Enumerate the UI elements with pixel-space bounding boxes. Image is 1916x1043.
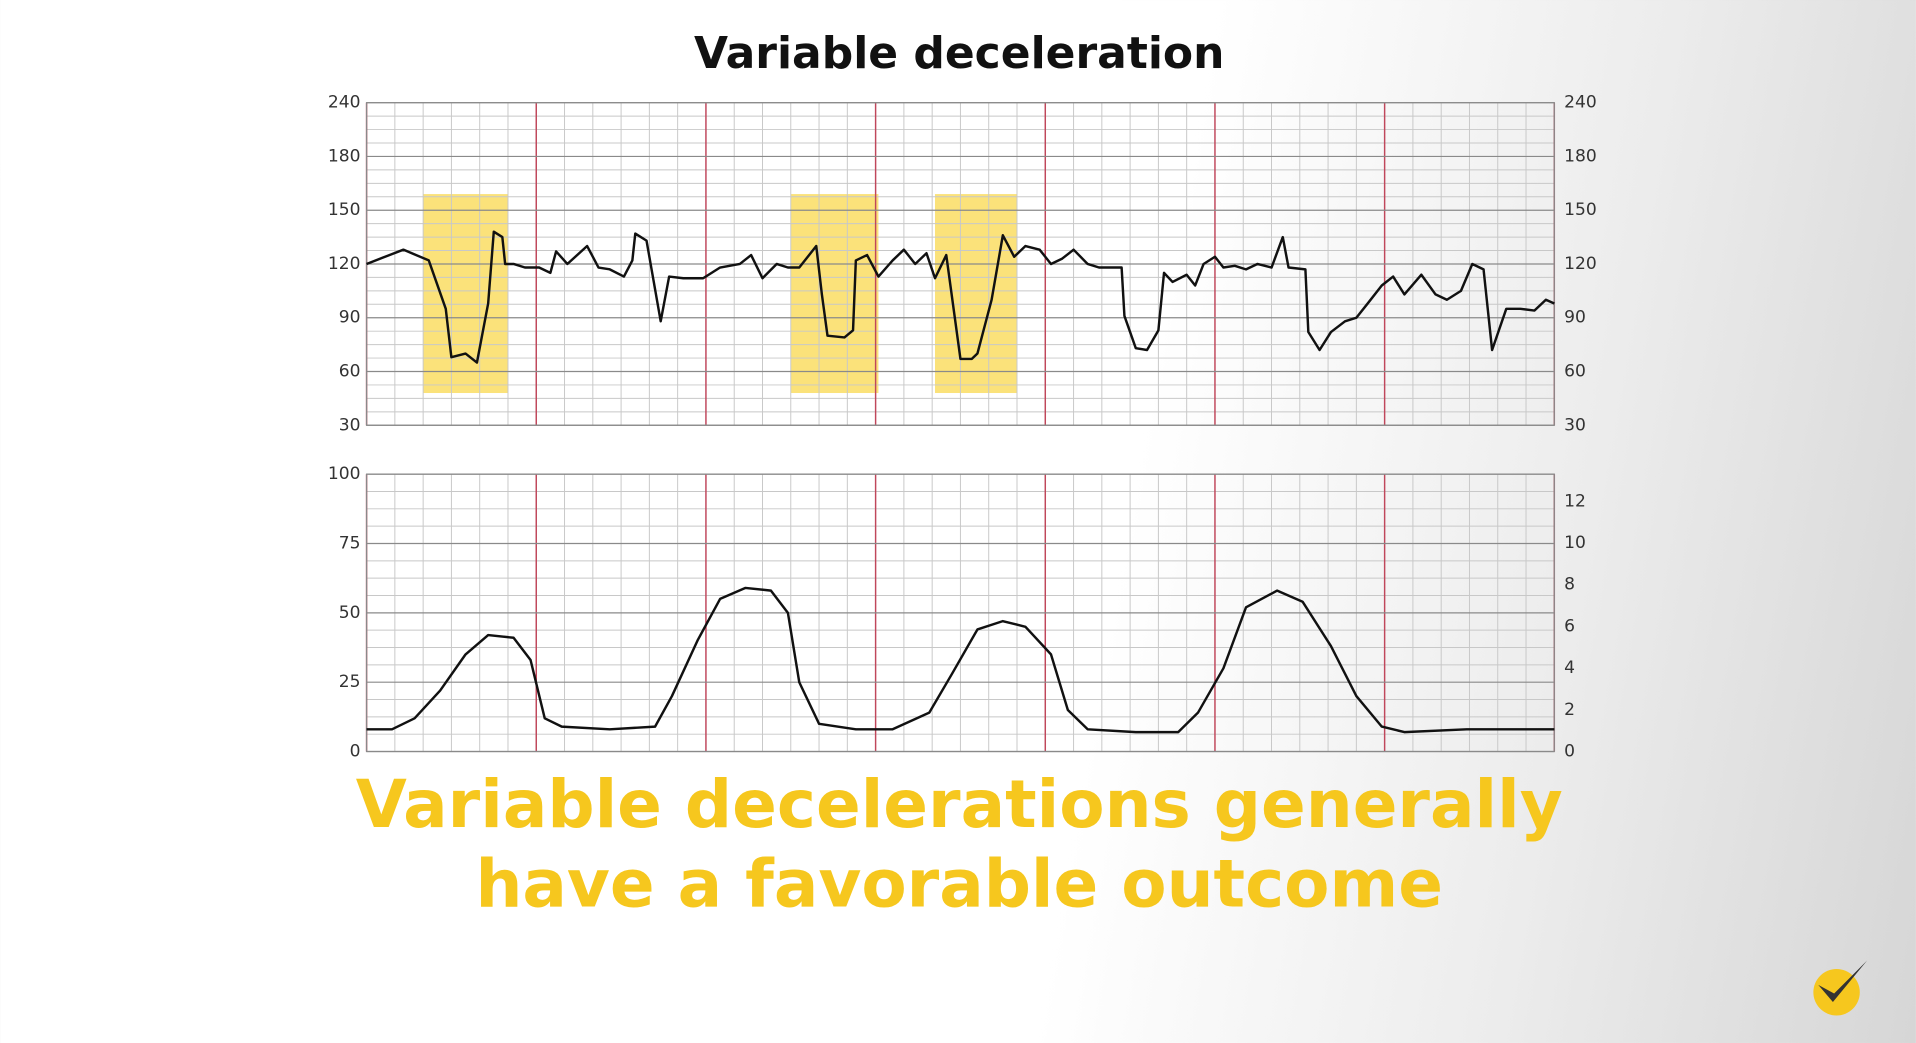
panel: 30 60 90 120 150 180 240 30 60 90 120 150 180 240 <box>328 93 1597 436</box>
highlight <box>423 194 508 394</box>
y-tick-label: 120 <box>328 254 361 274</box>
logo <box>1813 960 1868 1016</box>
y2-tick-label: 30 <box>1564 415 1586 435</box>
y-tick-label: 30 <box>339 415 361 435</box>
highlight <box>790 194 879 394</box>
y-tick-label: 180 <box>328 146 361 166</box>
y-tick-label: 75 <box>339 533 361 553</box>
plot-frame <box>365 473 1555 753</box>
y2-tick-label: 180 <box>1564 146 1597 166</box>
series-line <box>366 230 1555 364</box>
y-tick-label: 240 <box>328 93 361 113</box>
y-tick-label: 50 <box>339 603 361 623</box>
y-tick-label: 150 <box>328 200 361 220</box>
caption-line: Variable decelerations generally <box>356 766 1563 843</box>
panel: 0 25 50 75 100 0 2 4 6 8 10 12 <box>328 464 1586 761</box>
y2-tick-label: 6 <box>1564 616 1575 636</box>
y2-tick-label: 12 <box>1564 491 1586 511</box>
y2-tick-label: 60 <box>1564 362 1586 382</box>
highlight <box>934 194 1018 394</box>
chart-title: Variable deceleration <box>694 28 1224 79</box>
y2-tick-label: 150 <box>1564 200 1597 220</box>
y2-tick-label: 0 <box>1564 742 1575 762</box>
y-tick-label: 90 <box>339 308 361 328</box>
y2-tick-label: 8 <box>1564 575 1575 595</box>
y2-tick-label: 2 <box>1564 700 1575 720</box>
y2-tick-label: 240 <box>1564 93 1597 113</box>
y-tick-label: 25 <box>339 672 361 692</box>
y-tick-label: 60 <box>339 362 361 382</box>
y2-tick-label: 120 <box>1564 254 1597 274</box>
series-line <box>366 586 1555 734</box>
y2-tick-label: 90 <box>1564 308 1586 328</box>
y-tick-label: 100 <box>328 464 361 484</box>
y2-tick-label: 4 <box>1564 658 1575 678</box>
logo-check <box>1818 960 1868 1003</box>
caption-line: have a favorable outcome <box>475 845 1443 922</box>
y2-tick-label: 10 <box>1564 533 1586 553</box>
y-tick-label: 0 <box>350 742 361 762</box>
